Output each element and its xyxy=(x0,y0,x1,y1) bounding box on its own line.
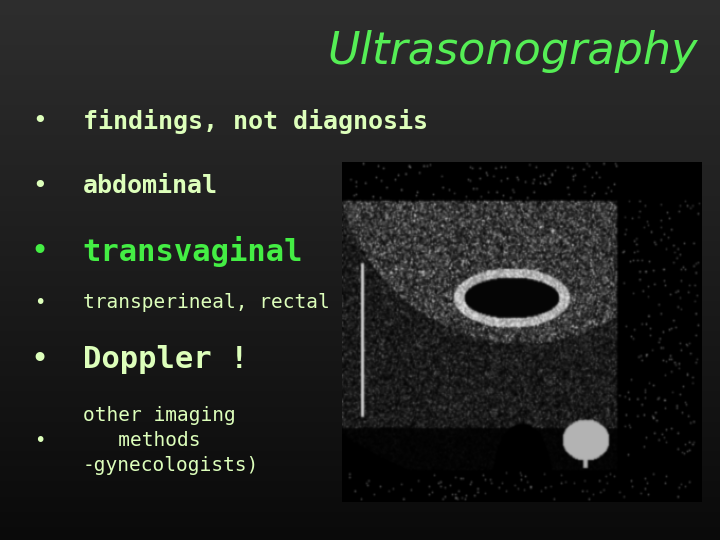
Text: •: • xyxy=(34,293,45,312)
Text: findings, not diagnosis: findings, not diagnosis xyxy=(83,109,428,134)
Text: abdominal: abdominal xyxy=(83,174,218,198)
Text: other imaging
   methods
-gynecologists): other imaging methods -gynecologists) xyxy=(83,406,259,475)
Text: •: • xyxy=(32,174,47,198)
Text: •: • xyxy=(34,430,45,450)
Text: •: • xyxy=(32,110,47,133)
Text: Doppler !: Doppler ! xyxy=(83,345,248,374)
Text: •: • xyxy=(30,345,49,374)
Text: transperineal, rectal: transperineal, rectal xyxy=(83,293,330,312)
Text: •: • xyxy=(30,237,49,266)
Text: Ultrasonography: Ultrasonography xyxy=(328,30,698,73)
Text: transvaginal: transvaginal xyxy=(83,235,303,267)
